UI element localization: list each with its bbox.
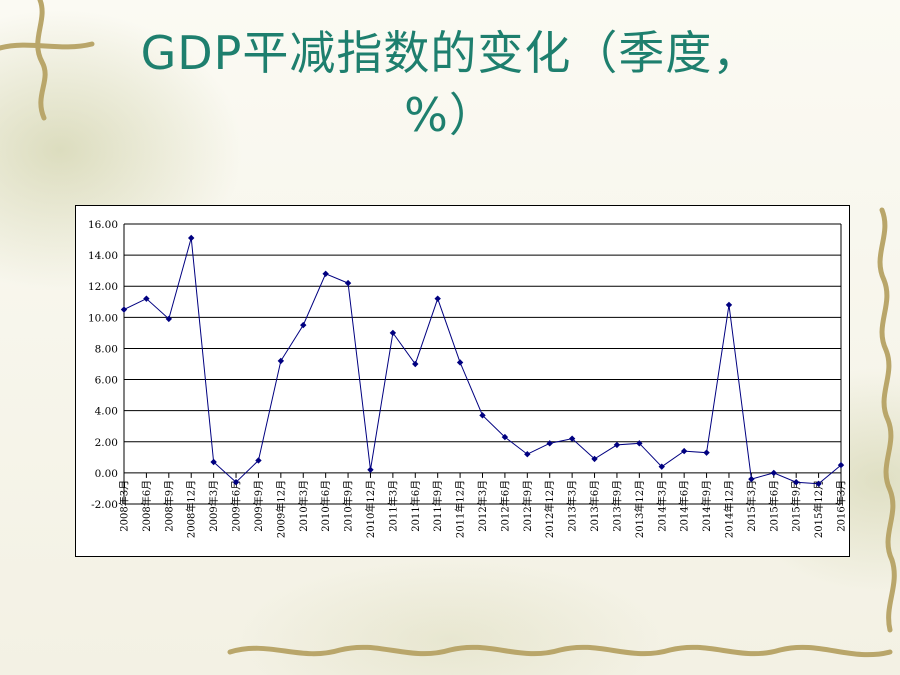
x-tick-label: 2009年12月 [274,480,287,538]
data-point [367,466,374,473]
data-point [680,447,688,455]
x-tick-label: 2008年3月 [118,480,131,532]
data-point [322,270,329,277]
x-tick-label: 2010年12月 [364,480,377,538]
data-point [344,279,352,287]
x-tick-label: 2013年9月 [610,480,623,532]
x-tick-label: 2015年9月 [790,480,803,532]
data-point [703,449,710,456]
x-tick-label: 2011年12月 [454,480,467,538]
x-tick-label: 2012年6月 [498,480,511,532]
data-point [748,475,755,483]
y-tick-label: 6.00 [95,375,118,387]
x-tick-label: 2011年9月 [431,480,444,532]
x-tick-label: 2015年12月 [812,480,825,538]
series-gdp-deflator [120,234,845,487]
data-point [300,321,307,329]
x-tick-label: 2016年3月 [835,480,848,532]
y-tick-label: 10.00 [88,312,118,324]
data-point [725,301,733,309]
x-tick-label: 2011年6月 [409,480,422,532]
x-tick-label: 2011年3月 [386,480,399,532]
x-tick-label: 2013年12月 [633,480,646,538]
y-tick-label: 4.00 [95,406,118,418]
data-point [770,469,777,477]
x-tick-label: 2014年9月 [700,480,713,532]
x-tick-label: 2009年9月 [252,480,265,532]
x-tick-label: 2014年6月 [678,480,691,532]
x-tick-label: 2010年9月 [342,480,355,532]
x-tick-label: 2008年6月 [140,480,153,532]
y-tick-label: 2.00 [95,437,118,449]
x-tick-label: 2012年3月 [476,480,489,532]
x-tick-label: 2010年3月 [297,480,310,532]
data-point [389,329,397,337]
data-point [255,457,262,464]
x-tick-label: 2015年6月 [767,480,780,532]
x-tick-label: 2008年9月 [162,480,175,532]
data-point [568,435,576,442]
title-line-2: %） [404,88,496,142]
x-tick-label: 2009年6月 [230,480,243,532]
data-point [434,295,441,302]
data-point [277,357,285,365]
x-axis-ticks: 2008年3月 2008年6月 2008年9月 2008年12月 2009年3月 2009… [118,472,848,538]
y-tick-label: 16.00 [88,219,118,231]
data-point [792,479,800,486]
data-point [524,451,531,458]
data-point [165,315,173,323]
data-point [636,440,643,447]
grid-lines [123,223,842,505]
x-tick-label: 2012年9月 [521,480,534,532]
data-point [232,479,240,486]
title-line-1: GDP平减指数的变化（季度， [140,26,760,80]
data-point [546,440,553,447]
y-tick-label: 0.00 [95,468,118,480]
page-title: GDP平减指数的变化（季度， %） [60,22,840,146]
data-point [613,441,621,449]
data-point [143,295,150,302]
y-tick-label: 14.00 [88,250,118,262]
data-point [815,480,822,487]
x-tick-label: 2015年3月 [745,480,758,532]
x-tick-label: 2014年12月 [722,480,735,538]
data-point [837,461,845,469]
chart-frame: 16.00 14.00 12.00 10.00 8.00 6.00 4.00 2.00 0.00… [75,205,850,557]
data-point [120,306,128,313]
y-tick-label: 8.00 [95,343,118,355]
y-tick-label: -2.00 [91,499,118,511]
y-axis-ticks: 16.00 14.00 12.00 10.00 8.00 6.00 4.00 2.00 0.00… [88,219,118,511]
series-line [123,237,842,485]
line-chart: 16.00 14.00 12.00 10.00 8.00 6.00 4.00 2.00 0.00… [88,219,848,538]
data-point [456,359,464,366]
y-tick-label: 12.00 [88,281,118,293]
data-point [412,360,419,368]
x-tick-label: 2012年12月 [543,480,556,538]
x-tick-label: 2014年3月 [655,480,668,532]
x-tick-label: 2013年3月 [566,480,579,532]
data-point [658,463,665,470]
data-point [591,455,598,463]
data-point [479,412,486,419]
data-point [210,458,217,466]
x-tick-label: 2008年12月 [185,480,198,538]
x-tick-label: 2013年6月 [588,480,601,532]
data-point [188,234,195,242]
x-tick-label: 2009年3月 [207,480,220,532]
x-tick-label: 2010年6月 [319,480,332,532]
